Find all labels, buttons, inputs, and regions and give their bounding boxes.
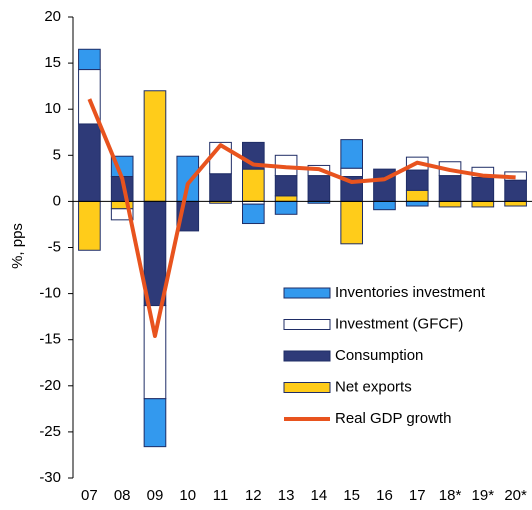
y-tick-label: -10 xyxy=(39,285,61,302)
y-tick-label: 15 xyxy=(44,54,61,71)
legend-label: Inventories investment xyxy=(335,284,486,301)
legend-label: Investment (GFCF) xyxy=(335,315,463,332)
legend-label: Consumption xyxy=(335,347,423,364)
legend-label: Net exports xyxy=(335,378,412,395)
x-tick-label: 13 xyxy=(278,487,295,504)
y-axis-label: %, pps xyxy=(9,223,26,269)
x-tick-label: 18* xyxy=(439,487,462,504)
x-tick-label: 10 xyxy=(179,487,196,504)
bar-segment xyxy=(78,123,101,202)
x-tick-label: 16 xyxy=(376,487,393,504)
bar-segment xyxy=(504,179,527,202)
y-tick-label: 20 xyxy=(44,8,61,25)
bar-segment xyxy=(471,176,495,202)
bar-segment xyxy=(143,305,167,400)
y-tick-label: -20 xyxy=(39,377,61,394)
legend-label: Real GDP growth xyxy=(335,410,451,427)
bar-segment xyxy=(340,200,363,245)
bar-segment xyxy=(242,203,265,225)
bar-segment xyxy=(78,200,101,251)
bar-segment xyxy=(405,200,429,207)
y-tick-label: 5 xyxy=(53,146,61,163)
bar-segment xyxy=(307,175,331,202)
bar-segment xyxy=(438,175,462,202)
x-tick-label: 08 xyxy=(114,487,131,504)
bar-segment xyxy=(340,167,363,178)
bar-segment xyxy=(405,189,429,202)
bar-segment xyxy=(176,155,200,202)
bar-segment xyxy=(143,90,167,202)
y-tick-label: 10 xyxy=(44,100,61,117)
bar-segment xyxy=(209,173,232,202)
y-tick-label: -15 xyxy=(39,331,61,348)
legend-swatch xyxy=(283,350,331,362)
legend-swatch xyxy=(283,382,331,393)
x-tick-label: 14 xyxy=(311,487,328,504)
line-series xyxy=(87,98,516,339)
x-tick-label: 15 xyxy=(343,487,360,504)
legend-swatch xyxy=(283,287,331,299)
bar-segment xyxy=(471,200,495,208)
bar-segment xyxy=(373,200,396,211)
bar-segment xyxy=(274,195,298,202)
bar-segment xyxy=(143,398,167,448)
y-tick-label: -5 xyxy=(48,238,61,255)
bar-segment xyxy=(438,200,462,208)
bar-segment xyxy=(242,168,265,202)
y-tick-label: 0 xyxy=(53,192,61,209)
bar-segment xyxy=(274,175,298,197)
bar-segment xyxy=(340,139,363,169)
bar-segment xyxy=(504,200,527,207)
bar-segment xyxy=(110,208,134,221)
x-tick-label: 17 xyxy=(409,487,426,504)
x-tick-label: 12 xyxy=(245,487,262,504)
x-tick-label: 20* xyxy=(504,487,527,504)
legend-swatch xyxy=(283,319,331,330)
bar-segment xyxy=(405,169,429,191)
x-tick-label: 19* xyxy=(472,487,495,504)
x-tick-label: 07 xyxy=(81,487,98,504)
x-tick-label: 11 xyxy=(213,487,229,504)
y-tick-label: -30 xyxy=(39,469,61,486)
bar-segment xyxy=(78,48,101,71)
bar-segment xyxy=(274,200,298,215)
y-tick-label: -25 xyxy=(39,423,61,440)
x-tick-label: 09 xyxy=(147,487,164,504)
